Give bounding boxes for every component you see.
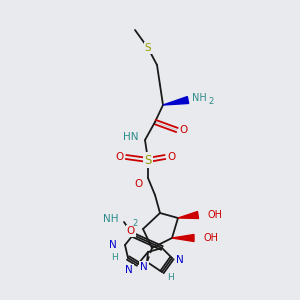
Text: 2: 2 [132, 220, 137, 229]
Text: 2: 2 [208, 97, 213, 106]
Text: S: S [145, 43, 151, 53]
Text: OH: OH [204, 233, 219, 243]
Text: O: O [135, 179, 143, 189]
Text: NH: NH [103, 214, 119, 224]
Text: N: N [109, 240, 117, 250]
Text: H: H [167, 274, 173, 283]
Text: S: S [144, 154, 152, 166]
Text: O: O [127, 226, 135, 236]
Text: N: N [125, 265, 133, 275]
Text: O: O [180, 125, 188, 135]
Text: NH: NH [192, 93, 207, 103]
Polygon shape [178, 212, 199, 218]
Text: HN: HN [124, 132, 139, 142]
Text: O: O [115, 152, 123, 162]
Polygon shape [163, 97, 189, 105]
Text: O: O [168, 152, 176, 162]
Text: H: H [111, 254, 118, 262]
Text: OH: OH [208, 210, 223, 220]
Text: N: N [140, 262, 148, 272]
Polygon shape [172, 235, 194, 242]
Text: N: N [176, 255, 184, 265]
